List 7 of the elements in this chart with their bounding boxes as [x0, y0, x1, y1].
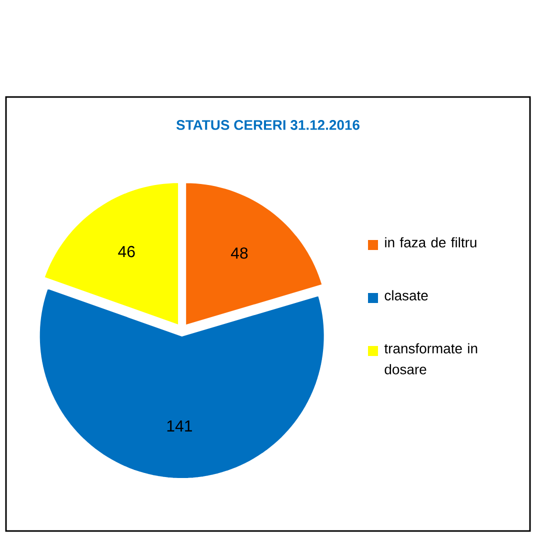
legend-label: transformate in dosare	[384, 343, 478, 374]
data-label: 141	[167, 420, 192, 432]
data-label: 46	[118, 246, 135, 258]
legend-label: in faza de filtru	[385, 237, 476, 248]
data-label: 48	[230, 247, 248, 259]
chart-title: STATUS CERERI 31.12.2016	[176, 120, 360, 130]
legend-label: clasate	[384, 290, 428, 300]
